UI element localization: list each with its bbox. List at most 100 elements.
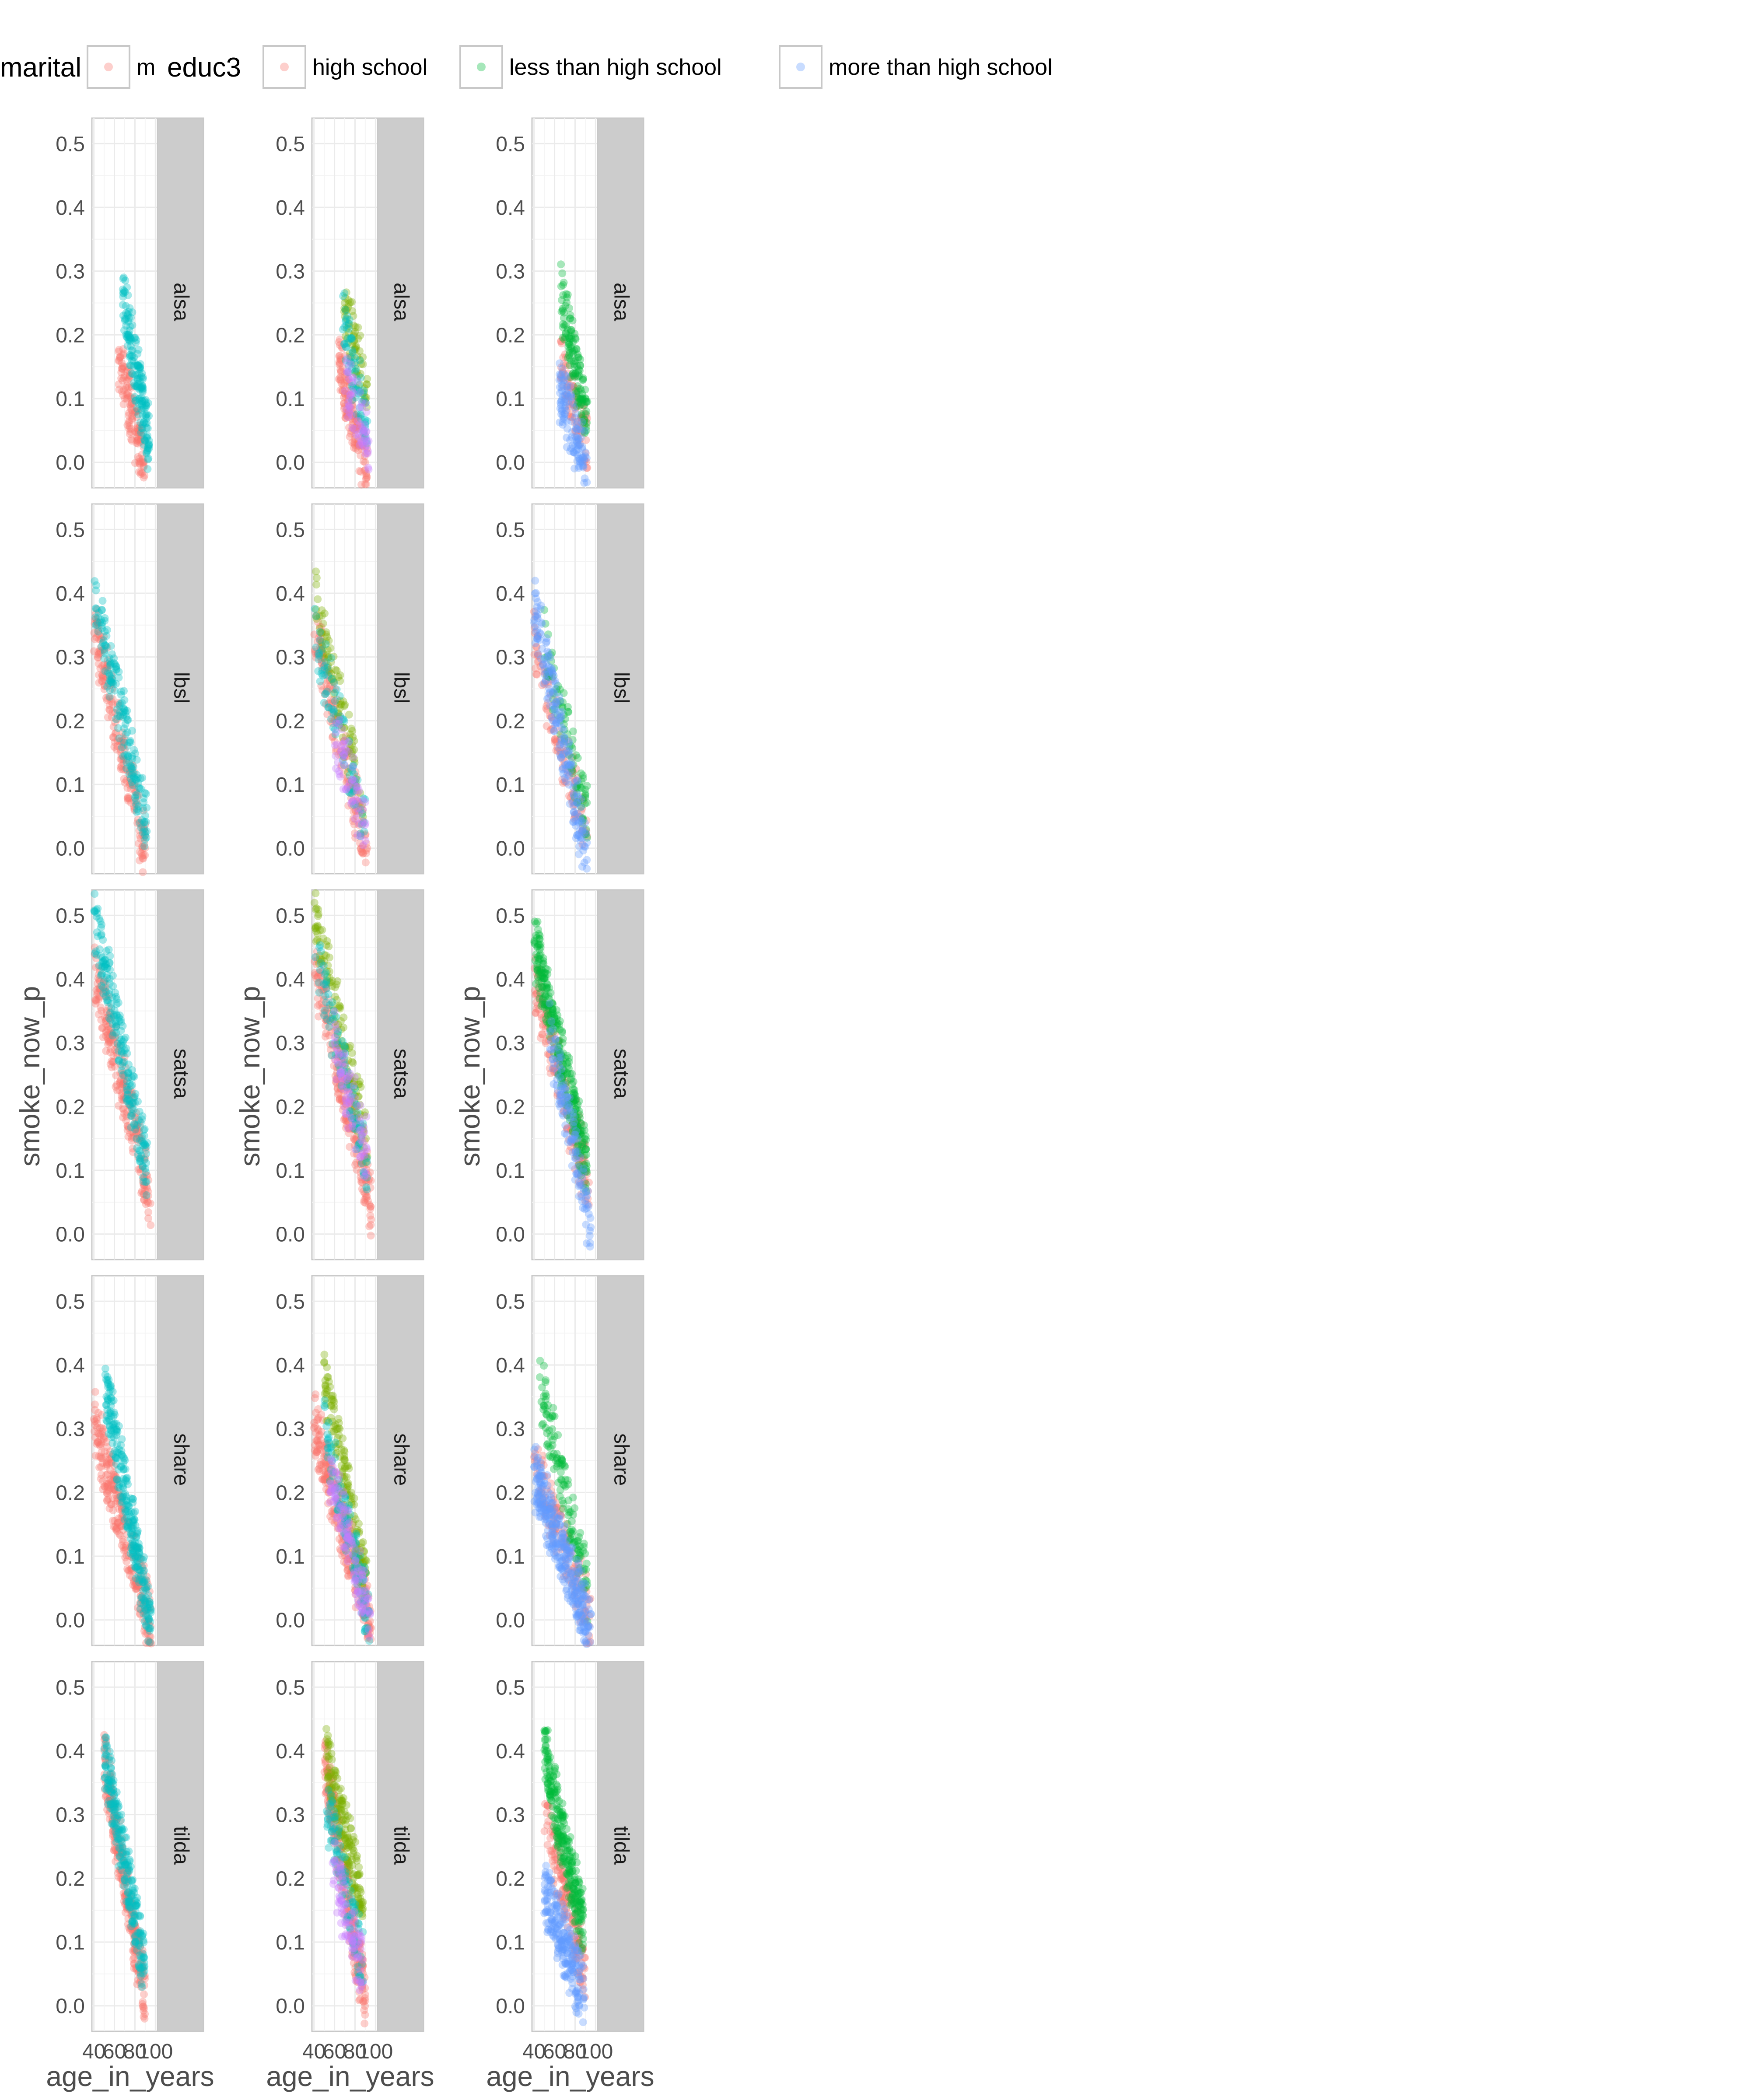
data-point (125, 375, 133, 383)
data-point (128, 1109, 136, 1117)
data-point (140, 441, 148, 449)
data-point (137, 372, 146, 381)
data-point (344, 391, 352, 399)
data-point (124, 291, 132, 299)
facet-grid: 0.00.10.20.30.40.5alsa0.00.10.20.30.40.5… (56, 117, 644, 2063)
data-point (328, 998, 336, 1006)
data-point (580, 1139, 588, 1147)
data-point (134, 362, 142, 370)
data-point (583, 856, 591, 864)
data-point (138, 1115, 146, 1124)
data-point (140, 458, 148, 466)
data-point (324, 672, 332, 680)
data-point (559, 291, 567, 299)
data-point (145, 440, 153, 448)
data-point (572, 1170, 581, 1178)
y-tick-label: 0.1 (56, 1545, 85, 1568)
data-point (140, 463, 148, 471)
data-point (135, 369, 144, 378)
data-point (559, 323, 567, 332)
y-tick-label: 0.5 (56, 133, 85, 156)
data-point (132, 361, 140, 370)
data-point (336, 375, 345, 383)
data-point (129, 1521, 137, 1530)
data-point (126, 337, 134, 345)
data-point (130, 394, 138, 402)
data-point (354, 378, 362, 385)
data-point (130, 382, 139, 390)
y-tick-label: 0.2 (496, 710, 525, 733)
data-point (344, 1124, 352, 1132)
data-point (123, 342, 132, 350)
y-tick-label: 0.0 (56, 1609, 85, 1632)
data-point (134, 439, 142, 448)
data-point (581, 843, 589, 851)
data-point (348, 391, 356, 399)
data-point (363, 1185, 371, 1194)
data-point (312, 574, 321, 582)
data-point (557, 282, 565, 290)
data-point (138, 369, 146, 378)
data-point (112, 1427, 120, 1435)
data-point (131, 1090, 140, 1098)
data-point (119, 1071, 127, 1079)
data-point (134, 425, 142, 433)
data-point (569, 790, 578, 798)
data-point (119, 1484, 127, 1492)
data-point (580, 455, 588, 463)
data-point (128, 321, 136, 329)
data-point (139, 388, 147, 396)
data-point (136, 377, 144, 385)
data-point (103, 1497, 112, 1505)
data-point (107, 1394, 115, 1402)
data-point (536, 989, 544, 997)
data-point (125, 331, 133, 340)
data-point (138, 382, 147, 390)
data-point (143, 433, 151, 441)
data-point (108, 1020, 117, 1028)
data-point (343, 1473, 351, 1481)
data-point (346, 403, 354, 411)
y-tick-label: 0.1 (56, 388, 85, 411)
data-point (323, 1363, 331, 1372)
y-tick-label: 0.4 (276, 968, 305, 991)
data-point (334, 758, 342, 766)
data-point (110, 743, 119, 751)
data-point (102, 1401, 110, 1409)
data-point (138, 397, 147, 405)
data-point (346, 360, 355, 368)
data-point (126, 738, 135, 746)
data-point (330, 1007, 339, 1015)
y-tick-label: 0.0 (56, 452, 85, 475)
data-point (135, 455, 144, 463)
data-point (357, 1136, 365, 1144)
data-point (320, 699, 328, 707)
data-point (98, 920, 106, 929)
data-point (137, 431, 146, 439)
data-point (134, 435, 142, 443)
data-point (343, 1074, 352, 1083)
data-point (133, 808, 141, 816)
y-tick-label: 0.1 (56, 774, 85, 797)
facet-strip-label: lbsl (170, 672, 193, 704)
data-point (131, 459, 139, 467)
data-point (353, 1102, 361, 1110)
data-point (122, 730, 130, 738)
data-point (317, 1410, 326, 1419)
data-point (115, 356, 123, 364)
data-point (351, 323, 360, 331)
data-point (122, 390, 131, 399)
y-tick-label: 0.0 (276, 452, 305, 475)
data-point (558, 766, 567, 774)
data-point (559, 726, 567, 734)
data-point (340, 289, 349, 298)
data-point (349, 418, 357, 426)
legend-item: high school (262, 45, 427, 89)
data-point (139, 429, 147, 438)
y-tick-label: 0.5 (496, 904, 525, 928)
data-point (570, 1118, 578, 1126)
data-point (145, 1615, 153, 1623)
data-point (343, 409, 352, 417)
data-point (135, 365, 143, 373)
data-point (351, 435, 359, 443)
